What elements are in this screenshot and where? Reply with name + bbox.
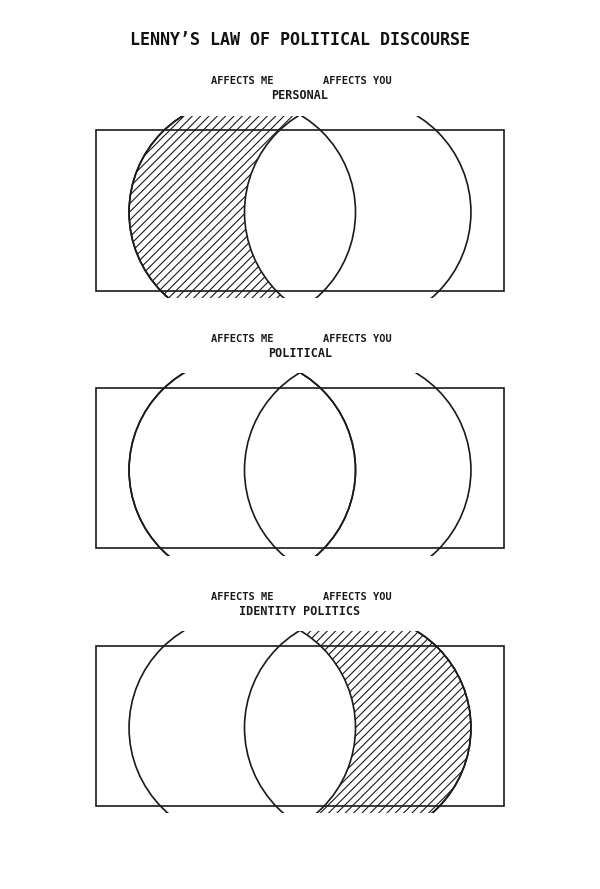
Text: LENNY’S LAW OF POLITICAL DISCOURSE: LENNY’S LAW OF POLITICAL DISCOURSE [130,31,470,49]
Bar [96,388,504,549]
Text: IDENTITY POLITICS: IDENTITY POLITICS [239,605,361,618]
Bar [96,130,504,291]
Bar [96,645,504,806]
Bar [96,388,504,549]
Text: AFFECTS YOU: AFFECTS YOU [323,592,392,602]
Ellipse shape [245,99,471,325]
Text: POLITICAL: POLITICAL [268,347,332,360]
Text: PERSONAL: PERSONAL [271,89,329,102]
Text: AFFECTS YOU: AFFECTS YOU [323,76,392,86]
Ellipse shape [129,356,355,583]
Text: AFFECTS ME: AFFECTS ME [211,76,274,86]
Text: AFFECTS ME: AFFECTS ME [211,592,274,602]
Text: AFFECTS ME: AFFECTS ME [211,334,274,344]
Ellipse shape [129,614,355,841]
Text: AFFECTS YOU: AFFECTS YOU [323,334,392,344]
